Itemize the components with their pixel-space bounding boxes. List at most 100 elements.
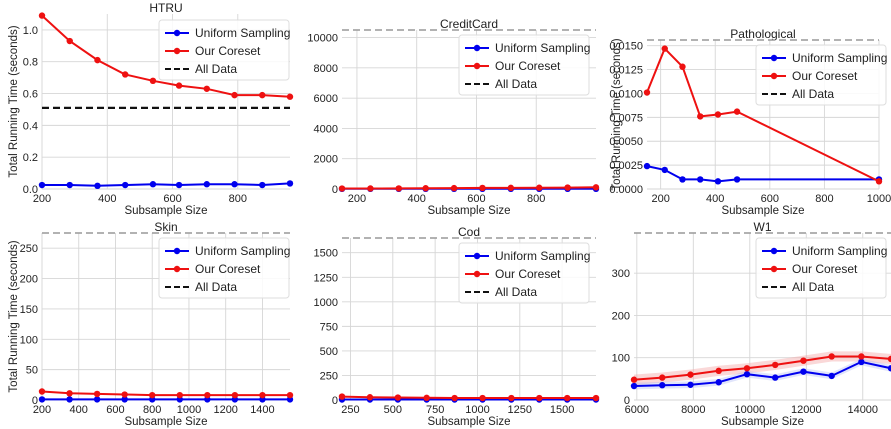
data-point-uniform [93,396,101,403]
data-point-coreset [679,63,686,70]
data-point-coreset [149,391,156,399]
chart-title: HTRU [149,1,182,15]
x-tick-label: 1000 [177,404,201,416]
data-point-coreset [479,394,486,402]
series-line-coreset [342,186,597,190]
data-point-coreset [714,111,722,118]
data-point-uniform [121,396,128,403]
data-point-uniform [66,181,73,189]
y-tick-label: 0.0100 [609,88,643,100]
y-tick-label: 4000 [314,123,338,135]
legend-marker-coreset [770,265,778,273]
legend-label-all: All Data [792,87,834,101]
data-point-coreset [858,353,865,360]
y-tick-label: 0 [32,395,38,407]
data-point-coreset [423,394,430,402]
data-point-coreset [451,394,458,402]
data-point-coreset [687,371,694,378]
legend-label-coreset: Our Coreset [195,44,261,58]
legend: Uniform Sampling Our Coreset All Data [755,44,887,106]
y-tick-label: 250 [20,243,38,255]
data-point-uniform [231,181,238,188]
legend-label-coreset: Our Coreset [792,69,858,83]
y-tick-label: 0.0125 [609,65,643,77]
x-tick-label: 600 [106,404,124,416]
data-point-coreset [66,390,73,397]
chart-panel-creditcard: 200 400 600 8000200040006000800010000Subsam… [307,17,600,217]
x-tick-label: 800 [527,193,545,205]
x-tick-label: 400 [98,193,116,205]
data-point-coreset [772,361,779,369]
legend-label-coreset: Our Coreset [792,262,858,276]
x-tick-label: 800 [229,193,247,205]
y-tick-label: 2000 [314,154,338,166]
legend: Uniform Sampling Our Coreset All Data [158,19,290,81]
y-tick-label: 50 [26,365,38,377]
data-point-coreset [659,374,666,381]
x-tick-label: 800 [815,193,833,205]
data-point-coreset [366,394,374,401]
legend-label-all: All Data [195,280,237,294]
data-point-uniform [800,368,807,375]
x-tick-label: 14000 [847,404,878,416]
legend-label-uniform: Uniform Sampling [792,244,887,258]
data-point-coreset [38,12,46,19]
x-tick-label: 12000 [791,404,822,416]
data-point-uniform [733,176,741,183]
data-point-uniform [175,181,183,189]
data-point-uniform [630,382,638,390]
y-tick-label: 250 [320,370,338,382]
x-tick-label: 1000 [465,404,489,416]
y-tick-label: 1.0 [23,25,38,37]
y-tick-label: 0.0075 [609,112,643,124]
data-point-coreset [697,113,704,120]
data-point-coreset [66,37,73,45]
y-axis-label: Total Running Time (seconds) [8,25,20,177]
legend-marker-uniform [770,247,778,255]
y-tick-label: 0.8 [23,57,38,69]
data-point-uniform [122,181,129,189]
legend-marker-uniform [770,54,778,62]
data-point-uniform [743,371,751,378]
data-point-coreset [286,93,294,100]
x-tick-label: 200 [33,193,51,205]
data-point-coreset [875,178,883,185]
data-point-coreset [536,184,543,191]
y-tick-label: 10000 [307,33,338,45]
legend-box [158,237,290,299]
data-point-coreset [743,365,751,372]
x-tick-label: 10000 [734,404,765,416]
legend-box [458,34,590,96]
x-tick-label: 750 [426,404,444,416]
legend-label-coreset: Our Coreset [195,262,261,276]
data-point-coreset [338,393,346,400]
legend: Uniform Sampling Our Coreset All Data [158,237,290,299]
y-tick-label: 0.0150 [609,41,643,53]
y-tick-label: 100 [612,353,630,365]
legend: Uniform Sampling Our Coreset All Data [755,237,887,299]
data-point-coreset [715,367,722,375]
data-point-uniform [38,396,46,403]
data-point-uniform [772,374,779,381]
data-point-coreset [175,82,183,89]
data-point-coreset [259,391,266,399]
data-point-coreset [733,108,741,115]
y-tick-label: 6000 [314,93,338,105]
y-tick-label: 100 [20,334,38,346]
y-tick-label: 0 [332,184,338,196]
chart-title: W1 [754,220,772,234]
legend-marker-coreset [173,265,181,273]
y-tick-label: 750 [320,321,338,333]
data-point-uniform [714,178,722,185]
chart-title: Skin [154,220,177,234]
x-axis-label: Subsample Size [124,205,207,217]
x-tick-label: 200 [651,193,669,205]
y-tick-label: 0.0050 [609,136,643,148]
chart-title: Pathological [730,27,795,41]
data-point-uniform [38,181,46,189]
legend-label-uniform: Uniform Sampling [495,41,590,55]
data-point-coreset [338,185,346,192]
legend-marker-uniform [473,252,481,260]
data-point-uniform [887,365,891,372]
